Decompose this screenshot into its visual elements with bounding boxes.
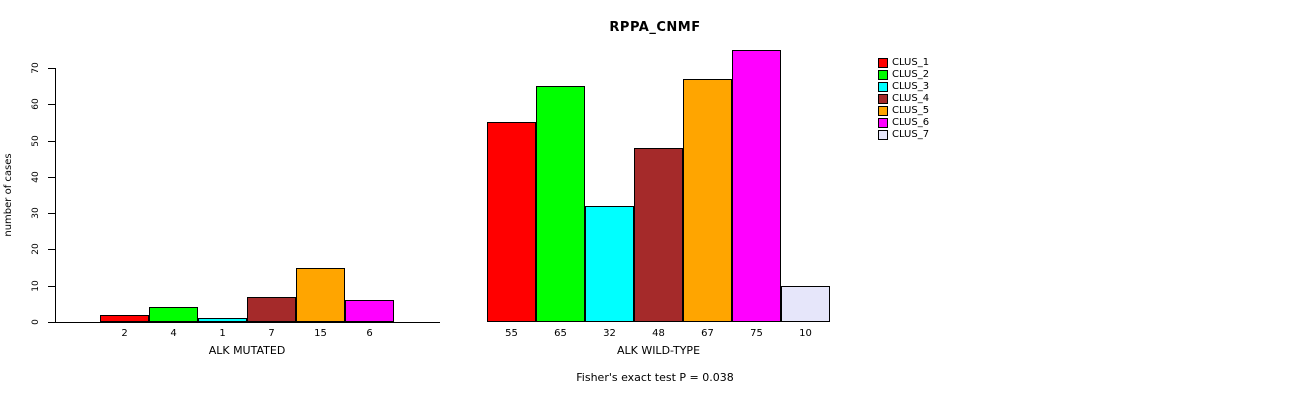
bar-value-label: 75: [750, 328, 763, 339]
legend-label: CLUS_5: [892, 105, 930, 116]
legend-label: CLUS_2: [892, 69, 930, 80]
legend-swatch: [878, 129, 888, 140]
legend-swatch: [878, 117, 888, 128]
legend-swatch: [878, 81, 888, 92]
legend-swatch: [878, 93, 888, 104]
y-tick-label: 20: [31, 243, 41, 255]
x-axis-line: [55, 322, 440, 323]
bar-clus_4: [634, 148, 683, 322]
y-tick-label: 70: [31, 62, 41, 74]
bar-value-label: 32: [603, 328, 616, 339]
y-tick-label: 10: [31, 280, 41, 292]
fisher-test-annotation: Fisher's exact test P = 0.038: [576, 371, 734, 384]
bar-clus_6: [345, 300, 394, 322]
y-tick-label: 40: [31, 171, 41, 183]
legend-label: CLUS_7: [892, 129, 930, 140]
y-tick-mark: [48, 104, 55, 105]
legend-item-clus_7: CLUS_7: [878, 129, 929, 140]
bar-clus_5: [683, 79, 732, 322]
y-tick-label: 0: [31, 319, 41, 325]
chart-title: RPPA_CNMF: [609, 20, 701, 35]
bar-clus_6: [732, 50, 781, 322]
group-1-bars: [487, 0, 830, 322]
legend-item-clus_3: CLUS_3: [878, 81, 929, 92]
bar-value-label: 15: [314, 328, 327, 339]
legend-swatch: [878, 57, 888, 68]
y-axis-line: [55, 68, 56, 323]
legend-item-clus_2: CLUS_2: [878, 69, 929, 80]
bar-clus_5: [296, 268, 345, 322]
legend-swatch: [878, 69, 888, 80]
bar-value-label: 55: [505, 328, 518, 339]
bar-clus_4: [247, 297, 296, 322]
y-tick-label: 60: [31, 98, 41, 110]
group-1-labels: 55 65 32 48 67 75 10: [487, 328, 830, 339]
y-tick-mark: [48, 322, 55, 323]
bar-value-label: 67: [701, 328, 714, 339]
group-0-bars: [100, 0, 394, 322]
bar-value-label: 2: [121, 328, 128, 339]
bar-value-label: 65: [554, 328, 567, 339]
bar-value-label: 6: [366, 328, 373, 339]
group-0-axis-label: ALK MUTATED: [208, 344, 286, 357]
bar-clus_1: [100, 315, 149, 322]
legend-item-clus_1: CLUS_1: [878, 57, 929, 68]
bar-clus_2: [536, 86, 585, 322]
y-tick-label: 50: [31, 135, 41, 147]
bar-value-label: 7: [268, 328, 275, 339]
legend-label: CLUS_4: [892, 93, 930, 104]
bar-clus_7: [781, 286, 830, 322]
bar-clus_3: [585, 206, 634, 322]
y-tick-mark: [48, 141, 55, 142]
legend-item-clus_4: CLUS_4: [878, 93, 929, 104]
group-0-labels: 2 4 1 7 15 6: [100, 328, 394, 339]
legend-swatch: [878, 105, 888, 116]
legend-label: CLUS_1: [892, 57, 930, 68]
legend-label: CLUS_6: [892, 117, 930, 128]
bar-value-label: 4: [170, 328, 177, 339]
bar-clus_1: [487, 122, 536, 322]
y-tick-label: 30: [31, 207, 41, 219]
y-tick-mark: [48, 249, 55, 250]
group-1-axis-label: ALK WILD-TYPE: [616, 344, 701, 357]
bar-clus_2: [149, 307, 198, 322]
legend-item-clus_6: CLUS_6: [878, 117, 929, 128]
y-tick-mark: [48, 286, 55, 287]
legend-label: CLUS_3: [892, 81, 930, 92]
y-tick-mark: [48, 177, 55, 178]
y-tick-mark: [48, 213, 55, 214]
bar-value-label: 1: [219, 328, 226, 339]
bar-clus_3: [198, 318, 247, 322]
legend: CLUS_1 CLUS_2 CLUS_3 CLUS_4 CLUS_5 CLUS_6 CLUS…: [878, 57, 929, 141]
bar-value-label: 10: [799, 328, 812, 339]
y-axis-label: number of cases: [3, 153, 14, 237]
legend-item-clus_5: CLUS_5: [878, 105, 929, 116]
y-tick-mark: [48, 68, 55, 69]
bar-value-label: 48: [652, 328, 665, 339]
